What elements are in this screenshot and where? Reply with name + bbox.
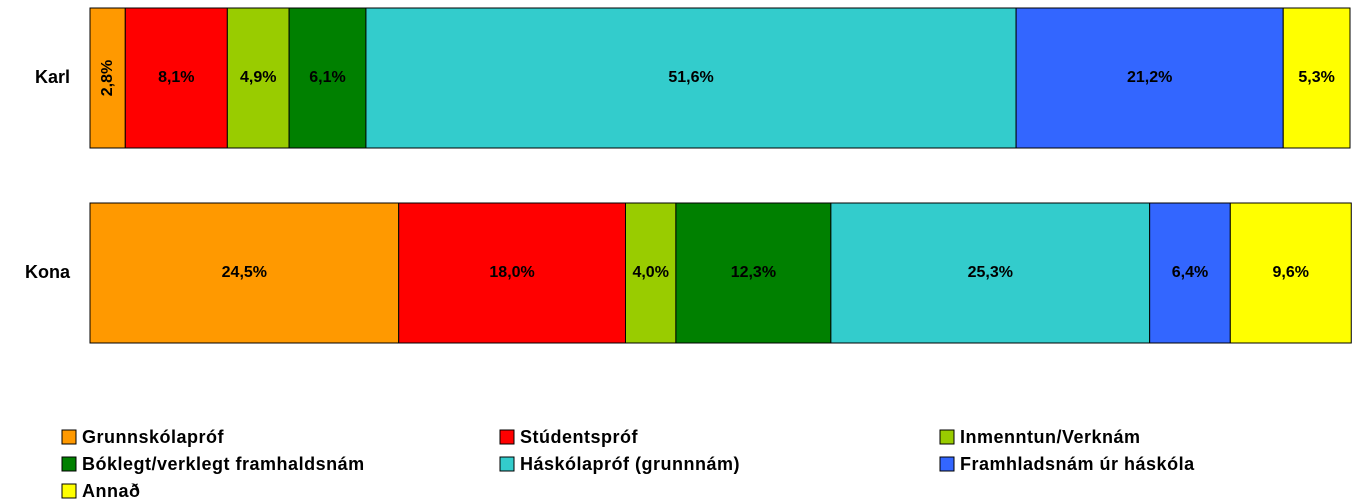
bar-segment [1229, 202, 1352, 344]
value-label: 2,8% [99, 60, 116, 96]
value-label: 6,1% [309, 69, 345, 86]
value-label: 4,0% [632, 264, 668, 281]
bar-segment [365, 7, 1017, 149]
value-label: 51,6% [668, 69, 713, 86]
legend-swatch [61, 483, 77, 499]
legend-label: Framhladsnám úr háskóla [960, 454, 1195, 474]
value-label: 12,3% [731, 264, 776, 281]
legend-swatch [499, 456, 515, 472]
value-label: 6,4% [1172, 264, 1208, 281]
legend-swatch [61, 456, 77, 472]
bar-segment [89, 7, 126, 149]
value-label: 24,5% [222, 264, 267, 281]
bar-segment [288, 7, 367, 149]
legend-swatch [61, 429, 77, 445]
legend-label: Inmenntun/Verknám [960, 427, 1141, 447]
category-label: Karl [35, 67, 70, 87]
legend-label: Stúdentspróf [520, 427, 638, 447]
bar-segment [89, 202, 400, 344]
bar-segment [398, 202, 627, 344]
legend-swatch [499, 429, 515, 445]
legend-label: Bóklegt/verklegt framhaldsnám [82, 454, 365, 474]
legend-swatch [939, 429, 955, 445]
bar-segment [830, 202, 1151, 344]
value-label: 5,3% [1298, 69, 1334, 86]
legend-label: Grunnskólapróf [82, 427, 225, 447]
bar-segment [124, 7, 228, 149]
value-label: 25,3% [968, 264, 1013, 281]
value-label: 18,0% [489, 264, 534, 281]
value-label: 4,9% [240, 69, 276, 86]
legend-swatch [939, 456, 955, 472]
bar-segment [1282, 7, 1351, 149]
bar-segment [226, 7, 290, 149]
bar-segment [1149, 202, 1231, 344]
value-label: 21,2% [1127, 69, 1172, 86]
bar-segment [1015, 7, 1284, 149]
value-label: 8,1% [158, 69, 194, 86]
bar-segment [625, 202, 677, 344]
legend-label: Annað [82, 481, 141, 500]
value-label: 9,6% [1273, 264, 1309, 281]
category-label: Kona [25, 262, 71, 282]
legend-label: Háskólapróf (grunnnám) [520, 454, 740, 474]
